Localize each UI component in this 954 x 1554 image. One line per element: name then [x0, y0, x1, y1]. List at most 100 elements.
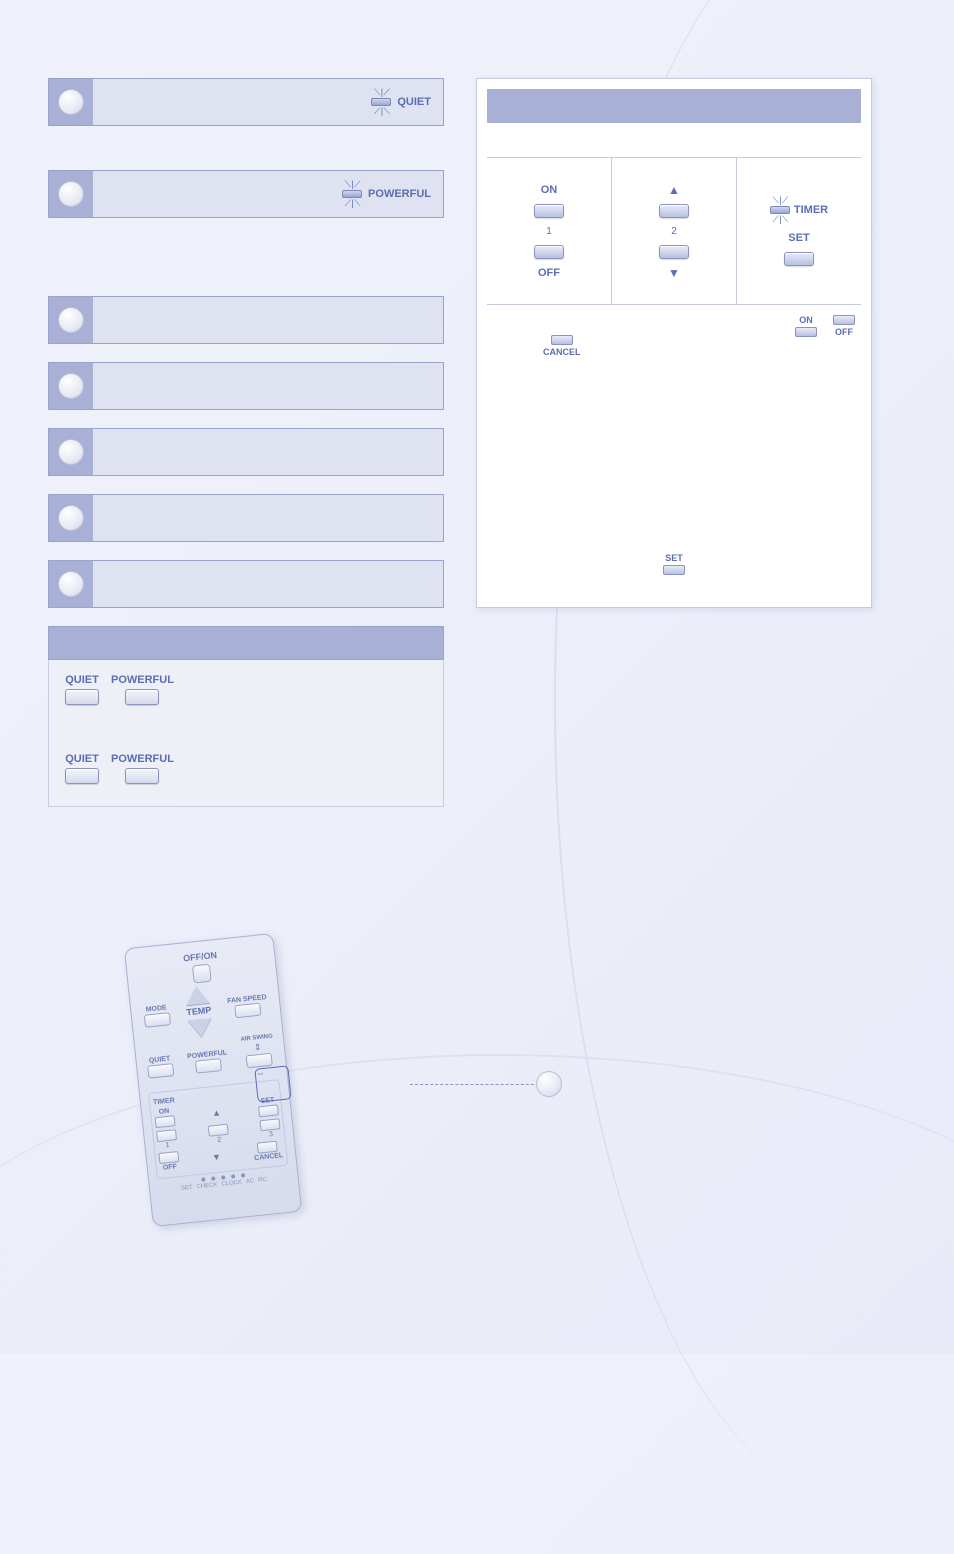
grid-cell-onoff: ON 1 OFF	[487, 158, 612, 304]
feature-row-plain	[48, 494, 444, 542]
quiet-button-label: QUIET	[65, 674, 99, 686]
cancel-group: CANCEL	[543, 335, 581, 357]
remote-num-button[interactable]	[156, 1129, 177, 1142]
powerful-button[interactable]	[125, 768, 159, 784]
swing-arrows-icon: ⇕	[253, 1042, 262, 1054]
up-button[interactable]	[659, 204, 689, 218]
remote-timer-label: TIMER	[153, 1097, 175, 1106]
remote-off-label: OFF	[163, 1163, 178, 1171]
cancel-label: CANCEL	[543, 347, 581, 357]
bullet-icon	[58, 89, 84, 115]
on-label: ON	[541, 184, 558, 196]
timer-panel: ON 1 OFF ▲ 2 ▼ TIMER SET	[476, 78, 872, 608]
remote-timer-on-button[interactable]	[155, 1115, 176, 1128]
feature-body: POWERFUL	[93, 171, 443, 217]
down-button[interactable]	[659, 245, 689, 259]
grid-cell-timer: TIMER SET	[737, 158, 861, 304]
feature-row-plain	[48, 362, 444, 410]
powerful-button-label: POWERFUL	[111, 674, 174, 686]
tiny-on-button[interactable]	[795, 327, 817, 337]
feature-body	[93, 561, 443, 607]
bullet-icon	[58, 181, 84, 207]
bullet-icon	[58, 373, 84, 399]
set-group: SET	[663, 553, 685, 575]
num-label: 3	[269, 1131, 274, 1138]
powerful-label: POWERFUL	[368, 188, 431, 200]
feature-body	[93, 363, 443, 409]
timer-label: TIMER	[794, 204, 828, 216]
feature-body	[93, 429, 443, 475]
remote-cancel-label: CANCEL	[254, 1152, 284, 1162]
on-button[interactable]	[534, 204, 564, 218]
remote-timer-off-button[interactable]	[158, 1151, 179, 1164]
button-group: QUIET POWERFUL	[65, 674, 427, 705]
set-label: SET	[665, 553, 683, 563]
arrow-down-icon: ▼	[668, 267, 680, 279]
remote-illustration: OFF/ON MODE TEMP FAN SPEED QUIET	[138, 940, 438, 1220]
remote-num-button[interactable]	[259, 1118, 280, 1131]
remote-fan-button[interactable]	[234, 1003, 261, 1019]
remote-powerful-button[interactable]	[195, 1058, 222, 1074]
quiet-button[interactable]	[65, 768, 99, 784]
tiny-on-label: ON	[799, 315, 813, 325]
feature-row-plain	[48, 428, 444, 476]
remote-mode-button[interactable]	[144, 1012, 171, 1028]
swing-arrows-icon: ⇔	[255, 1068, 265, 1079]
blink-icon	[342, 180, 362, 208]
arrow-down-icon: ▼	[211, 1151, 221, 1162]
mini-button-icon	[342, 190, 362, 198]
note-header-bar	[48, 626, 444, 660]
quiet-indicator: QUIET	[371, 88, 431, 116]
powerful-button[interactable]	[125, 689, 159, 705]
remote-timer-set-button[interactable]	[258, 1104, 279, 1117]
arrow-up-icon: ▲	[668, 184, 680, 196]
left-column: QUIET POWERFUL	[48, 78, 444, 807]
feature-body	[93, 297, 443, 343]
set-button-bottom[interactable]	[663, 565, 685, 575]
feature-body: QUIET	[93, 79, 443, 125]
callout-bullet	[536, 1071, 562, 1097]
note-body: QUIET POWERFUL QUIET POWERFUL	[48, 660, 444, 807]
remote-power-button[interactable]	[192, 964, 212, 984]
remote-timer-cancel-button[interactable]	[257, 1141, 278, 1154]
panel-subheader	[487, 127, 861, 149]
remote-temp-down[interactable]	[188, 1018, 214, 1038]
grid-cell-arrows: ▲ 2 ▼	[612, 158, 737, 304]
set-button[interactable]	[784, 252, 814, 266]
feature-bullet-cell	[49, 171, 93, 217]
remote-temp-up[interactable]	[184, 985, 210, 1005]
remote-quiet-button[interactable]	[147, 1063, 174, 1079]
num-label: 1	[165, 1142, 170, 1149]
off-label: OFF	[538, 267, 560, 279]
quiet-button-label: QUIET	[65, 753, 99, 765]
remote-temp-label: TEMP	[186, 1006, 212, 1018]
bullet-icon	[58, 505, 84, 531]
powerful-button-label: POWERFUL	[111, 753, 174, 765]
num-1-label: 1	[546, 226, 552, 237]
bullet-icon	[58, 439, 84, 465]
mini-button-icon	[371, 98, 391, 106]
feature-body	[93, 495, 443, 541]
off-button[interactable]	[534, 245, 564, 259]
tiny-off-button[interactable]	[833, 315, 855, 325]
panel-grid: ON 1 OFF ▲ 2 ▼ TIMER SET	[487, 157, 861, 305]
cancel-button[interactable]	[551, 335, 573, 345]
arrow-up-icon: ▲	[211, 1107, 221, 1118]
quiet-button[interactable]	[65, 689, 99, 705]
feature-row-quiet: QUIET	[48, 78, 444, 126]
blink-icon	[770, 196, 790, 224]
remote-num-button[interactable]	[208, 1124, 229, 1137]
panel-lower: ON OFF CANCEL SET	[487, 305, 861, 595]
feature-row-plain	[48, 296, 444, 344]
num-label: 2	[217, 1136, 222, 1143]
panel-onoff-row: ON OFF	[487, 305, 861, 337]
remote-airswing-button[interactable]	[245, 1053, 272, 1069]
mini-button-icon	[770, 206, 790, 214]
feature-row-plain	[48, 560, 444, 608]
tiny-off-label: OFF	[835, 327, 853, 337]
callout-line	[410, 1084, 554, 1085]
powerful-indicator: POWERFUL	[342, 180, 431, 208]
panel-header-bar	[487, 89, 861, 123]
remote-timer-box: TIMER ON ▲ SET 1 2 3	[148, 1079, 288, 1179]
blink-icon	[371, 88, 391, 116]
